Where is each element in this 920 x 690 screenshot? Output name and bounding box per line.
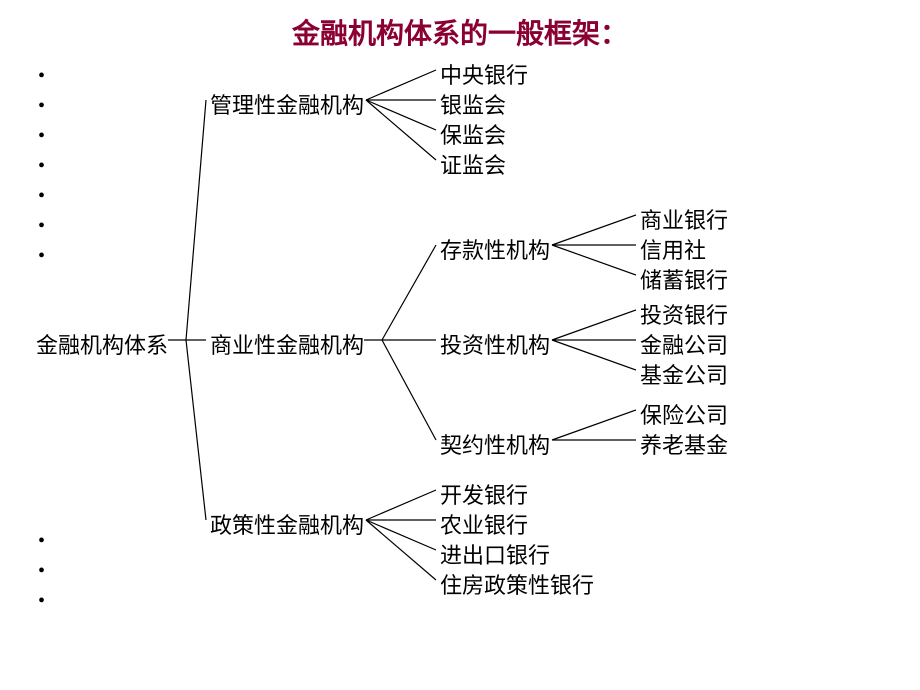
mgmt-child-1: 银监会 (440, 88, 506, 120)
level2-node-0: 管理性金融机构 (210, 88, 364, 120)
policy-child-1: 农业银行 (440, 508, 528, 540)
bullet-bottom-2: • (38, 590, 45, 613)
bullet-top-1: • (38, 95, 45, 118)
deposit-child-1: 信用社 (640, 233, 706, 265)
bullet-top-6: • (38, 245, 45, 268)
invest-child-2: 基金公司 (640, 358, 728, 390)
deposit-child-0: 商业银行 (640, 203, 728, 235)
mgmt-child-3: 证监会 (440, 148, 506, 180)
diagram-title: 金融机构体系的一般框架： (0, 12, 920, 52)
mgmt-child-2: 保监会 (440, 118, 506, 150)
mgmt-child-0: 中央银行 (440, 58, 528, 90)
contract-child-0: 保险公司 (640, 398, 728, 430)
bullet-top-0: • (38, 65, 45, 88)
invest-child-0: 投资银行 (640, 298, 728, 330)
policy-child-2: 进出口银行 (440, 538, 550, 570)
level2-node-1: 商业性金融机构 (210, 328, 364, 360)
bullet-top-3: • (38, 155, 45, 178)
bullet-bottom-0: • (38, 530, 45, 553)
bullet-top-2: • (38, 125, 45, 148)
bullet-bottom-1: • (38, 560, 45, 583)
policy-child-0: 开发银行 (440, 478, 528, 510)
root-node: 金融机构体系 (36, 328, 168, 360)
invest-child-1: 金融公司 (640, 328, 728, 360)
contract-child-1: 养老基金 (640, 428, 728, 460)
comm-child-0: 存款性机构 (440, 233, 550, 265)
bullet-top-5: • (38, 215, 45, 238)
comm-child-2: 契约性机构 (440, 428, 550, 460)
level2-node-2: 政策性金融机构 (210, 508, 364, 540)
bullet-top-4: • (38, 185, 45, 208)
deposit-child-2: 储蓄银行 (640, 263, 728, 295)
policy-child-3: 住房政策性银行 (440, 568, 594, 600)
comm-child-1: 投资性机构 (440, 328, 550, 360)
